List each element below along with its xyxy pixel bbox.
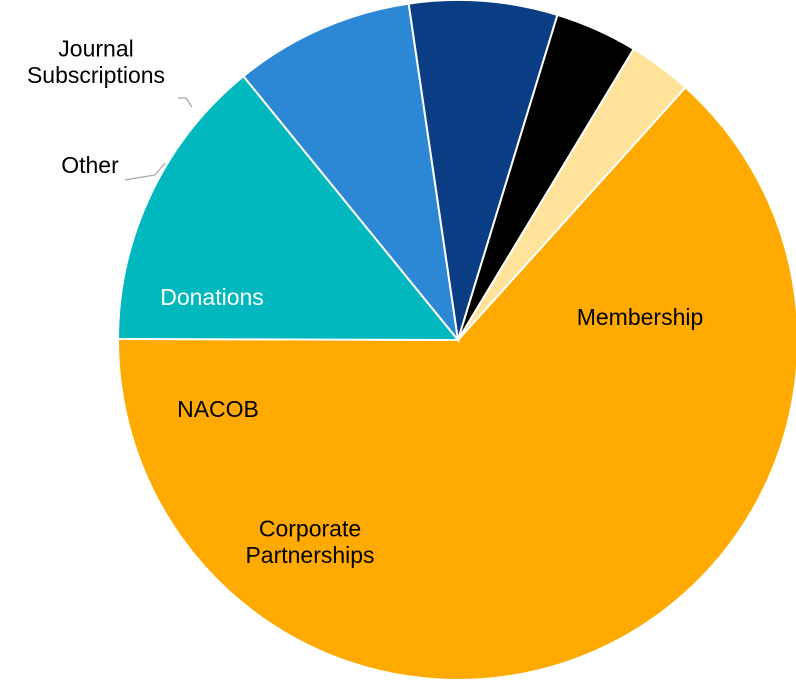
slice-label-membership: Membership [577, 304, 704, 330]
slice-label-nacob: NACOB [177, 396, 259, 422]
slice-label-donations: Donations [160, 284, 264, 310]
pie-slice-membership [116, 85, 796, 681]
pie-slice-journal-subscriptions [457, 47, 687, 341]
slice-label-corporate-partnerships: Corporate Partnerships [245, 516, 374, 568]
leader-lines [124, 97, 193, 181]
pie-slices [116, 0, 796, 681]
pie-slice-nacob [242, 2, 460, 344]
leader-line-journal-subscriptions [178, 97, 193, 108]
pie-slice-donations [407, 0, 559, 341]
slice-label-other: Other [61, 152, 119, 178]
pie-slice-corporate-partnerships [116, 74, 461, 342]
slice-label-journal-subscriptions: Journal Subscriptions [27, 36, 165, 88]
leader-line-other [124, 162, 166, 181]
slice-labels: Membership Corporate Partnerships NACOB Dona… [27, 36, 703, 568]
